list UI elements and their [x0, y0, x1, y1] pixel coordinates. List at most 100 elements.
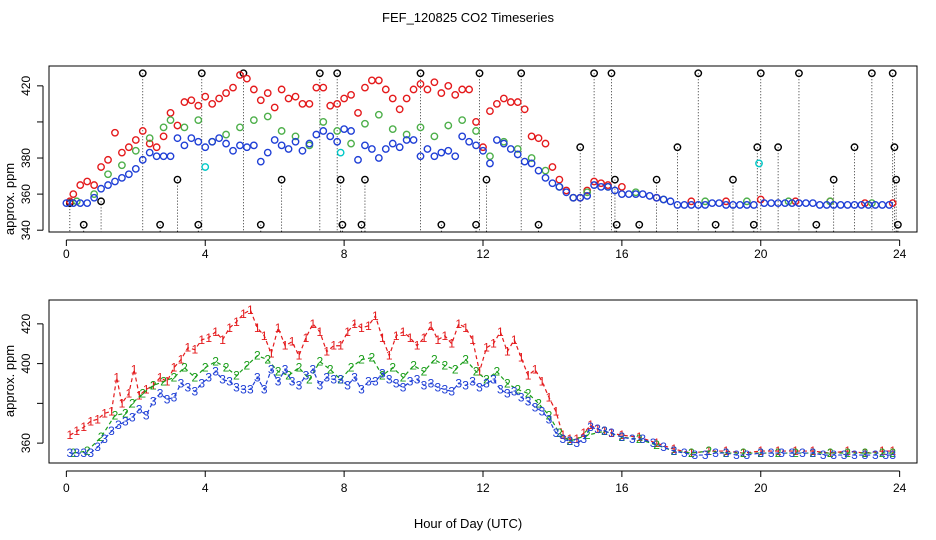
- top-data-point: [187, 134, 196, 143]
- bottom-data-label: 2: [306, 373, 313, 387]
- top-panel-frame: [48, 65, 918, 233]
- top-data-point: [680, 201, 689, 209]
- top-data-point: [829, 175, 838, 184]
- top-data-point: [836, 201, 845, 209]
- top-data-point: [381, 85, 390, 94]
- bottom-series-line: [69, 309, 893, 454]
- top-data-point: [520, 157, 529, 166]
- bottom-data-label: 2: [462, 353, 469, 367]
- top-data-point: [361, 175, 369, 184]
- bottom-data-label: 1: [240, 307, 247, 321]
- top-data-point: [687, 197, 696, 206]
- top-data-point: [180, 98, 189, 106]
- bottom-data-label: 1: [518, 351, 525, 365]
- top-data-point: [166, 116, 175, 125]
- bottom-data-label: 2: [546, 408, 553, 422]
- bottom-y-tick-label: 400: [19, 353, 33, 373]
- bottom-data-label: 1: [573, 432, 580, 446]
- top-data-point: [388, 94, 397, 103]
- top-series-000000: [65, 69, 902, 232]
- top-data-point: [208, 137, 217, 146]
- top-data-point: [340, 94, 349, 103]
- bottom-data-label: 1: [386, 349, 393, 363]
- top-data-point: [222, 139, 230, 148]
- bottom-data-label: 3: [421, 378, 428, 392]
- bottom-data-label: 1: [126, 386, 133, 400]
- bottom-data-label: 3: [851, 448, 858, 462]
- top-data-point: [774, 199, 783, 208]
- top-data-point: [277, 141, 286, 150]
- bottom-data-label: 2: [473, 365, 480, 379]
- bottom-data-label: 3: [178, 376, 185, 390]
- top-data-point: [270, 103, 279, 112]
- bottom-data-label: 1: [809, 444, 816, 458]
- bottom-data-label: 1: [185, 341, 192, 355]
- bottom-data-label: 2: [556, 426, 563, 440]
- bottom-data-label: 2: [233, 369, 240, 383]
- top-data-point: [256, 220, 265, 229]
- bottom-data-label: 3: [799, 446, 806, 460]
- top-data-point: [402, 94, 411, 103]
- top-data-point: [527, 159, 536, 168]
- bottom-data-label: 1: [330, 339, 337, 353]
- bottom-data-label: 3: [191, 384, 198, 398]
- top-series-1f3fd6: [62, 125, 894, 209]
- bottom-data-label: 3: [344, 378, 351, 392]
- bottom-data-label: 2: [483, 373, 490, 387]
- bottom-data-label: 1: [101, 406, 108, 420]
- bottom-data-label: 1: [171, 361, 178, 375]
- top-data-point: [97, 197, 105, 206]
- top-data-point: [756, 69, 765, 78]
- top-data-point: [475, 69, 484, 78]
- top-data-point: [152, 143, 161, 152]
- bottom-data-label: 3: [275, 375, 282, 389]
- top-data-point: [326, 101, 335, 110]
- bottom-data-label: 1: [157, 371, 164, 385]
- bottom-data-label: 2: [535, 396, 542, 410]
- top-data-point: [729, 175, 737, 184]
- top-data-point: [451, 152, 460, 161]
- bottom-data-label: 1: [827, 446, 834, 460]
- top-panel-marks: [62, 69, 902, 232]
- bottom-data-label: 3: [455, 376, 462, 390]
- bottom-data-label: 3: [365, 375, 372, 389]
- top-data-point: [236, 141, 244, 150]
- bottom-data-label: 1: [566, 432, 573, 446]
- bottom-data-label: 3: [66, 446, 73, 460]
- bottom-data-label: 3: [560, 432, 567, 446]
- bottom-data-label: 3: [872, 448, 879, 462]
- top-data-point: [201, 92, 210, 101]
- bottom-data-label: 3: [608, 426, 615, 440]
- top-data-point: [843, 201, 852, 209]
- bottom-data-label: 3: [691, 448, 698, 462]
- top-data-point: [222, 130, 230, 139]
- top-data-point: [604, 182, 612, 191]
- bottom-data-label: 2: [379, 369, 386, 383]
- top-data-point: [458, 132, 467, 141]
- bottom-data-label: 3: [518, 390, 525, 404]
- bottom-data-label: 2: [212, 355, 219, 369]
- top-data-point: [215, 134, 224, 143]
- bottom-data-label: 3: [601, 424, 608, 438]
- bottom-data-label: 3: [157, 386, 164, 400]
- bottom-x-tick-label: 24: [893, 481, 907, 495]
- top-x-tick-label: 4: [202, 247, 209, 261]
- bottom-data-label: 1: [688, 446, 695, 460]
- bottom-data-label: 1: [525, 369, 532, 383]
- bottom-data-label: 2: [160, 375, 167, 389]
- top-data-point: [243, 74, 251, 83]
- top-data-point: [319, 127, 328, 135]
- bottom-data-label: 3: [789, 446, 796, 460]
- top-data-point: [284, 145, 293, 153]
- top-data-point: [131, 136, 140, 144]
- bottom-data-label: 1: [365, 319, 372, 333]
- bottom-data-label: 1: [407, 331, 414, 345]
- top-data-point: [652, 193, 661, 202]
- top-data-point: [590, 181, 599, 189]
- top-data-point: [361, 83, 369, 92]
- top-data-point: [367, 145, 376, 153]
- bottom-data-label: 3: [497, 382, 504, 396]
- top-panel-axes: 0 4 8 12 16 20 24 340 360 380 420: [19, 76, 907, 261]
- top-data-point: [381, 145, 390, 153]
- top-data-point: [118, 161, 126, 170]
